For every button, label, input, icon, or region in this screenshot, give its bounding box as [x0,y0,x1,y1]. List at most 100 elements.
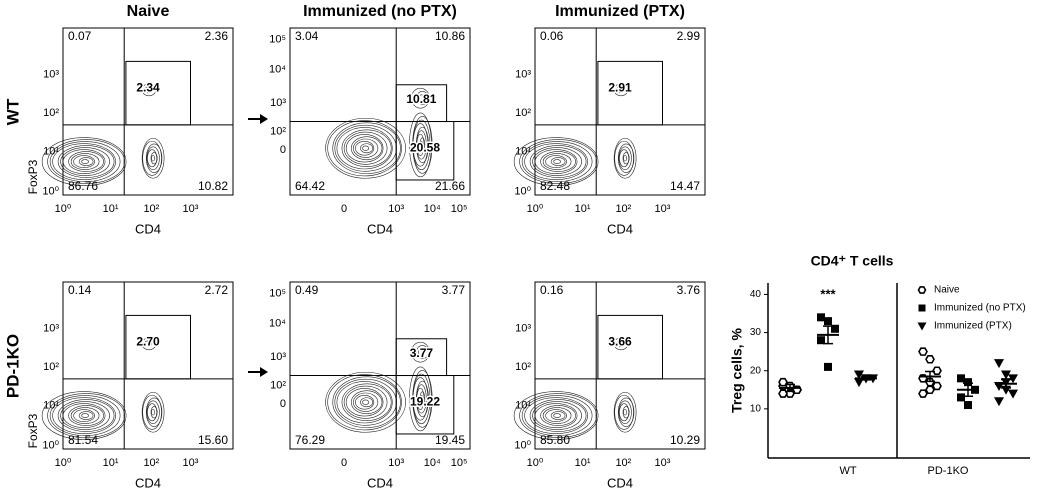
legend-label: Immunized (no PTX) [934,303,1026,314]
y-axis-label: FoxP3 [26,413,40,448]
plot-frame [62,281,234,450]
x-tick-label: 10³ [655,203,671,215]
contour [352,138,379,158]
dot [925,385,935,395]
flow-plot: 3.66 0.16 3.76 85.80 10.29 10⁰ 10¹ 10² 10³ 10³ 10²… [513,281,706,490]
contour [416,345,429,360]
error-bar [925,370,935,383]
contour [623,155,627,162]
significance-annotation: *** [820,286,836,301]
x-tick-label: 10³ [388,203,404,215]
dot [994,397,1004,407]
gate-value: 3.66 [608,334,632,348]
contour [73,409,95,422]
arrow [248,114,268,124]
contour [60,401,110,430]
contour [550,411,566,420]
contour [41,391,127,440]
y-tick-label: 10³ [43,323,59,335]
contour [60,147,110,176]
contour [41,137,127,186]
quadrant-value: 85.80 [540,433,570,447]
gate [597,60,664,126]
x-tick-label: 10² [143,457,159,469]
x-tick-label: 10² [615,203,631,215]
x-tick-label: 10⁵ [451,457,468,469]
flow-plot: 2.34 0.07 2.36 86.76 10.82 10⁰ 10¹ 10² 10³ 10³ 10²… [26,27,234,236]
y-tick-label: 10 [750,404,762,415]
quadrant-value: 86.76 [68,179,98,193]
legend-label: Naive [934,285,960,296]
contour [57,399,115,432]
contour [147,403,158,422]
error-bar [1001,378,1011,389]
error-bar [861,376,871,381]
contour [360,397,374,408]
contour [617,397,635,427]
contour [553,413,561,418]
contour [614,140,634,176]
x-tick-label: 10² [143,203,159,215]
contour [524,143,588,180]
contour [550,157,566,166]
y-tick-label: 10² [270,379,286,391]
dot [817,336,825,345]
contour [519,139,597,184]
contour [355,141,375,156]
flow-plot: 10.81 20.58 3.04 10.86 64.42 21.66 0 10³ 10⁴ 10⁵ 1… [269,27,471,236]
quadrant-value: 15.60 [198,433,228,447]
flow-plot: 3.77 19.22 0.49 3.77 76.29 19.45 0 10³ 10⁴ 10⁵ 10⁵… [269,281,471,490]
dot [1001,370,1011,380]
legend-label: Immunized (PTX) [934,321,1012,332]
contour [325,117,406,179]
legend-marker [917,286,927,294]
contour [419,391,426,407]
row-label: PD-1KO [3,334,22,398]
x-tick-label: 10³ [183,203,199,215]
contour [62,403,106,428]
x-tick-label: 10¹ [575,457,591,469]
quadrant-value: 10.82 [198,179,228,193]
y-tick-label: 10⁴ [269,318,286,330]
quadrant-value: 2.72 [205,283,229,297]
gate [597,314,664,380]
contour [336,127,393,170]
y-tick-label: 10² [43,107,59,119]
plot-frame [62,27,234,196]
legend-marker [917,322,927,331]
gate-value: 10.81 [406,92,436,106]
contour [68,405,104,426]
contour [52,397,116,434]
quadrant-value: 14.47 [670,179,700,193]
y-tick-label: 0 [280,144,286,156]
y-tick-label: 10⁰ [42,186,59,198]
contour [345,134,384,163]
contour [144,86,152,94]
contour [623,409,627,416]
contour [534,403,578,428]
contour [524,397,588,434]
contour [419,137,426,153]
contour [411,341,430,363]
contour [532,401,582,430]
x-tick-label: 10⁵ [451,203,468,215]
contour [616,340,624,348]
error-bar [963,382,973,398]
contour [513,391,599,440]
y-tick-label: 10³ [270,97,286,109]
gate [125,314,191,380]
gate [125,60,191,126]
contour [327,120,402,177]
dot [918,389,928,398]
error-bar [785,383,795,393]
gate-value: 20.58 [410,140,440,154]
contour [49,395,121,436]
y-tick-label: 10² [515,107,531,119]
contour [142,394,162,430]
contour [513,137,599,186]
x-tick-label: 10³ [388,457,404,469]
x-axis-label: CD4 [607,221,633,236]
dot [918,347,928,356]
contour [350,136,383,161]
